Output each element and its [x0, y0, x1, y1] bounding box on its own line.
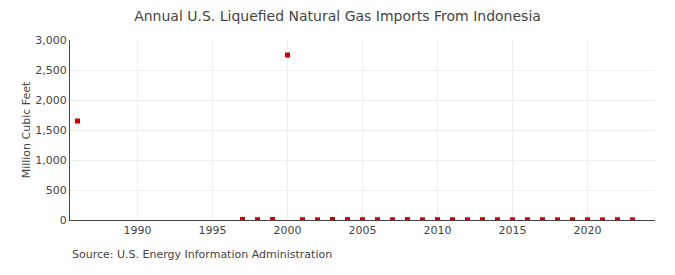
- svg-text:2,500: 2,500: [35, 64, 67, 77]
- svg-text:2,000: 2,000: [35, 94, 67, 107]
- svg-text:3,000: 3,000: [35, 34, 67, 47]
- svg-text:Source: U.S. Energy Informatio: Source: U.S. Energy Information Administ…: [72, 248, 332, 261]
- svg-text:1,500: 1,500: [35, 124, 67, 137]
- svg-text:2020: 2020: [574, 224, 602, 237]
- svg-text:Million Cubic Feet: Million Cubic Feet: [20, 81, 33, 178]
- svg-text:1995: 1995: [199, 224, 227, 237]
- svg-text:1,000: 1,000: [35, 154, 67, 167]
- svg-text:0: 0: [60, 214, 67, 227]
- svg-text:500: 500: [46, 184, 67, 197]
- svg-text:1990: 1990: [124, 224, 152, 237]
- svg-text:2005: 2005: [349, 224, 377, 237]
- svg-text:2015: 2015: [499, 224, 527, 237]
- svg-text:2010: 2010: [424, 224, 452, 237]
- svg-text:2000: 2000: [274, 224, 302, 237]
- svg-text:Annual U.S. Liquefied Natural: Annual U.S. Liquefied Natural Gas Import…: [134, 8, 541, 24]
